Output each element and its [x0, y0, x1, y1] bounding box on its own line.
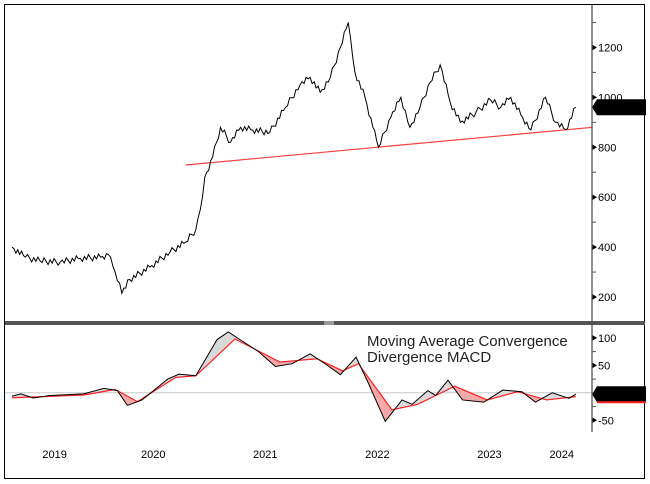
macd-histogram-fill [462, 389, 466, 401]
macd-title-line-1: Moving Average Convergence [367, 333, 568, 350]
macd-y-tick-label: 100 [598, 333, 616, 345]
price-line [11, 22, 577, 296]
macd-histogram-fill [464, 390, 467, 401]
macd-y-tick-label: -50 [598, 415, 614, 427]
y-tick-mark [592, 144, 597, 151]
y-tick-mark [592, 44, 597, 51]
y-tick-mark [592, 194, 597, 201]
last-price-label-bg [592, 99, 646, 116]
support-trendline [185, 126, 593, 166]
macd-histogram-fill [466, 391, 469, 401]
x-tick-label: 2024 [550, 449, 574, 461]
macd-histogram-fill [224, 332, 227, 350]
y-tick-label: 200 [598, 292, 616, 304]
macd-histogram-fill [218, 336, 221, 355]
chart-frame [4, 4, 645, 479]
macd-panel: 100 50 -50 -2.5745 2019 2020 2021 2022 2023 2024 [5, 331, 646, 461]
y-tick-mark [592, 244, 597, 251]
x-tick-label: 2022 [365, 449, 389, 461]
x-tick-label: 2021 [253, 449, 277, 461]
y-tick-mark [592, 294, 597, 301]
y-tick-label: 1200 [598, 42, 622, 54]
macd-title-line-2: Divergence MACD [367, 349, 491, 366]
panel-divider-handle [324, 321, 334, 325]
last-macd-label-bg [592, 386, 646, 403]
macd-line [11, 331, 577, 423]
x-tick-label: 2019 [42, 449, 66, 461]
x-tick-label: 2023 [477, 449, 501, 461]
macd-histogram-fill [220, 335, 223, 353]
macd-histogram-fill [222, 334, 225, 352]
macd-histogram-fill [551, 392, 554, 400]
macd-histogram-fill [216, 338, 219, 357]
y-tick-label: 800 [598, 142, 616, 154]
macd-histogram-fill [308, 354, 311, 360]
last-macd-label: -2.5745 [600, 389, 637, 401]
last-price-label: 960.5250 [599, 102, 645, 114]
macd-y-tick-mark [592, 362, 597, 369]
macd-y-tick-label: 50 [598, 360, 610, 372]
y-tick-mark [592, 94, 597, 101]
macd-y-tick-mark [592, 417, 597, 424]
y-tick-label: 600 [598, 192, 616, 204]
y-tick-label: 400 [598, 242, 616, 254]
macd-y-tick-mark [592, 334, 597, 341]
x-tick-label: 2020 [141, 449, 165, 461]
